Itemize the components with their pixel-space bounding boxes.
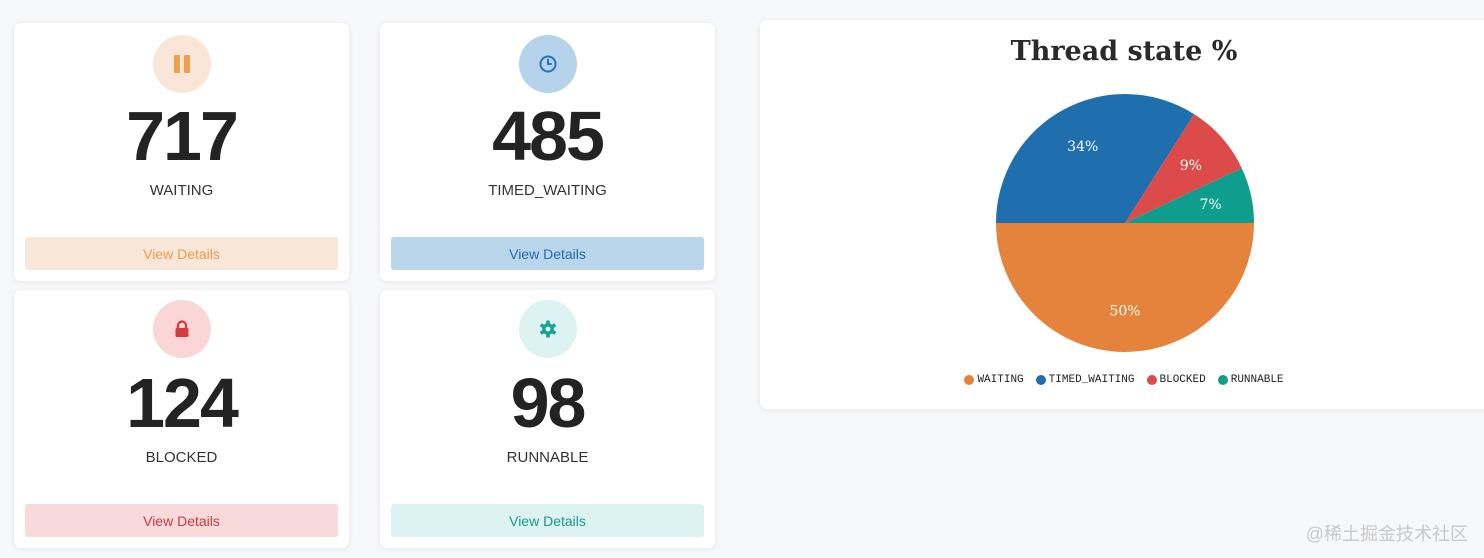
timed-waiting-count: 485	[492, 97, 605, 175]
icon-circle	[152, 300, 211, 358]
clock-icon	[539, 55, 556, 73]
legend-item-waiting[interactable]: WAITING	[964, 374, 1024, 386]
blocked-view-details-button[interactable]: View Details	[25, 504, 338, 537]
pie-slice-timed-waiting[interactable]	[996, 94, 1195, 223]
card-timed-waiting: 485 TIMED_WAITING View Details	[380, 23, 715, 281]
icon-circle	[152, 35, 211, 93]
legend-item-runnable[interactable]: RUNNABLE	[1217, 374, 1284, 386]
card-runnable: 98 RUNNABLE View Details	[380, 290, 715, 548]
pie-slice-blocked[interactable]	[1125, 114, 1242, 223]
icon-circle	[518, 35, 577, 93]
legend-swatch	[1146, 375, 1157, 385]
lock-icon	[175, 320, 188, 337]
waiting-label: WAITING	[149, 182, 214, 199]
thread-state-chart-panel: Thread state % 50% 34% 9% 7% WAITING TIMED_W…	[760, 20, 1484, 409]
legend-swatch	[964, 375, 975, 385]
pie-slice-runnable[interactable]	[1125, 168, 1254, 223]
pie-chart: 50% 34% 9% 7%	[996, 94, 1254, 352]
card-blocked: 124 BLOCKED View Details	[14, 290, 349, 548]
legend-item-blocked[interactable]: BLOCKED	[1146, 374, 1206, 386]
legend-label: TIMED_WAITING	[1048, 374, 1135, 386]
blocked-label: BLOCKED	[145, 449, 218, 466]
icon-circle	[518, 300, 577, 358]
chart-legend: WAITING TIMED_WAITING BLOCKED RUNNABLE	[760, 374, 1484, 386]
runnable-label: RUNNABLE	[506, 449, 589, 466]
pie-slice-waiting[interactable]	[996, 223, 1254, 352]
pie-label-runnable: 7%	[1199, 197, 1221, 213]
legend-label: WAITING	[977, 374, 1024, 386]
legend-swatch	[1217, 375, 1228, 385]
blocked-count: 124	[126, 364, 239, 442]
gear-icon	[539, 320, 556, 338]
timed-waiting-view-details-button[interactable]: View Details	[391, 237, 704, 270]
pie-label-timed-waiting: 34%	[1067, 139, 1098, 155]
timed-waiting-label: TIMED_WAITING	[488, 182, 607, 199]
runnable-view-details-button[interactable]: View Details	[391, 504, 704, 537]
legend-label: RUNNABLE	[1230, 374, 1284, 386]
pause-icon	[173, 55, 190, 73]
waiting-view-details-button[interactable]: View Details	[25, 237, 338, 270]
legend-item-timed-waiting[interactable]: TIMED_WAITING	[1035, 374, 1135, 386]
legend-swatch	[1035, 375, 1046, 385]
legend-label: BLOCKED	[1159, 374, 1206, 386]
chart-title: Thread state %	[1010, 36, 1238, 67]
watermark: @稀土掘金技术社区	[1305, 524, 1468, 544]
waiting-count: 717	[126, 97, 239, 175]
card-waiting: 717 WAITING View Details	[14, 23, 349, 281]
pie-label-waiting: 50%	[1109, 304, 1140, 320]
runnable-count: 98	[510, 364, 587, 442]
pie-label-blocked: 9%	[1180, 158, 1202, 174]
